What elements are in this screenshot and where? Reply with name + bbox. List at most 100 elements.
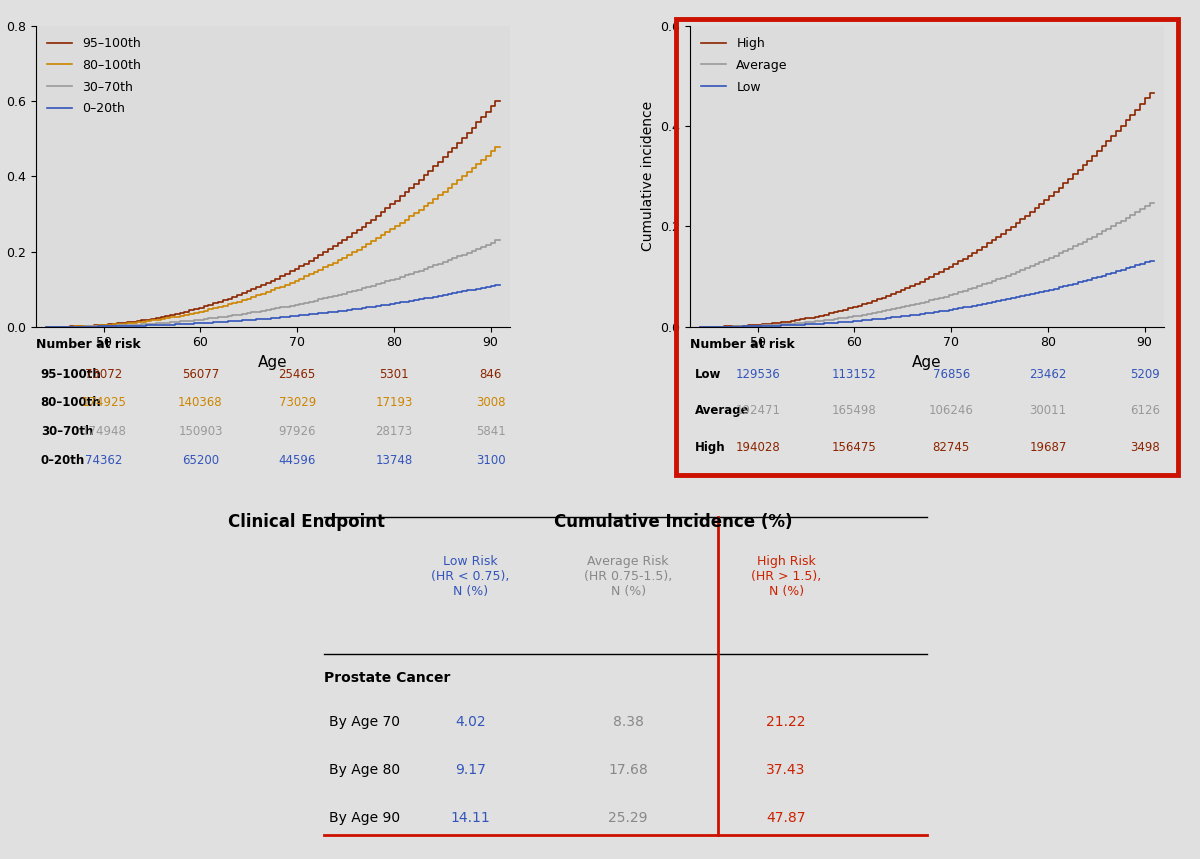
Text: 37.43: 37.43 bbox=[767, 763, 806, 777]
Text: 97926: 97926 bbox=[278, 425, 316, 438]
Text: 106246: 106246 bbox=[929, 405, 973, 417]
Text: 80–100th: 80–100th bbox=[41, 397, 101, 410]
Text: 65200: 65200 bbox=[182, 454, 218, 467]
80–100th bbox=[144, 315, 158, 326]
Text: 3100: 3100 bbox=[475, 454, 505, 467]
Average bbox=[899, 302, 913, 312]
Text: 21.22: 21.22 bbox=[767, 715, 806, 729]
0–20th bbox=[178, 319, 192, 329]
High bbox=[899, 283, 913, 293]
Low bbox=[832, 318, 846, 328]
Text: 23462: 23462 bbox=[1030, 368, 1067, 381]
30–70th bbox=[245, 308, 259, 318]
30–70th bbox=[38, 321, 53, 332]
Text: Average: Average bbox=[695, 405, 750, 417]
Low bbox=[923, 308, 937, 319]
Low bbox=[899, 311, 913, 321]
Text: 5841: 5841 bbox=[475, 425, 505, 438]
X-axis label: Age: Age bbox=[258, 355, 288, 370]
80–100th bbox=[493, 142, 508, 152]
0–20th bbox=[493, 279, 508, 289]
Text: 5301: 5301 bbox=[379, 368, 409, 381]
Text: Cumulative Incidence (%): Cumulative Incidence (%) bbox=[554, 514, 792, 532]
80–100th bbox=[86, 320, 101, 331]
Text: 3008: 3008 bbox=[476, 397, 505, 410]
0–20th bbox=[86, 321, 101, 332]
95–100th bbox=[178, 308, 192, 318]
80–100th bbox=[38, 321, 53, 332]
Text: 174948: 174948 bbox=[82, 425, 126, 438]
Text: 25.29: 25.29 bbox=[608, 811, 648, 825]
Text: 95–100th: 95–100th bbox=[41, 368, 102, 381]
High bbox=[798, 314, 812, 324]
High bbox=[1147, 88, 1162, 98]
Text: 47.87: 47.87 bbox=[767, 811, 806, 825]
Low bbox=[692, 321, 707, 332]
0–20th bbox=[245, 314, 259, 325]
Text: 8.38: 8.38 bbox=[613, 715, 643, 729]
Text: 30–70th: 30–70th bbox=[41, 425, 94, 438]
Text: 73072: 73072 bbox=[85, 368, 122, 381]
Low bbox=[798, 320, 812, 330]
Text: 73029: 73029 bbox=[278, 397, 316, 410]
High bbox=[692, 321, 707, 332]
Text: By Age 70: By Age 70 bbox=[329, 715, 401, 729]
Text: 3498: 3498 bbox=[1129, 441, 1159, 454]
Average bbox=[692, 321, 707, 332]
0–20th bbox=[38, 321, 53, 332]
0–20th bbox=[488, 279, 503, 289]
30–70th bbox=[144, 319, 158, 329]
Text: 174925: 174925 bbox=[82, 397, 126, 410]
Text: 44596: 44596 bbox=[278, 454, 316, 467]
30–70th bbox=[488, 235, 503, 246]
Text: 74362: 74362 bbox=[85, 454, 122, 467]
Low bbox=[740, 321, 755, 332]
95–100th bbox=[488, 96, 503, 107]
Text: 76856: 76856 bbox=[932, 368, 970, 381]
Text: 129536: 129536 bbox=[736, 368, 780, 381]
Text: 150903: 150903 bbox=[178, 425, 223, 438]
Legend: High, Average, Low: High, Average, Low bbox=[696, 32, 793, 99]
80–100th bbox=[245, 292, 259, 302]
Line: High: High bbox=[700, 93, 1154, 326]
Average bbox=[1142, 198, 1157, 209]
Text: 82745: 82745 bbox=[932, 441, 970, 454]
Text: Low: Low bbox=[695, 368, 721, 381]
Text: 6126: 6126 bbox=[1129, 405, 1159, 417]
80–100th bbox=[488, 142, 503, 152]
80–100th bbox=[268, 285, 282, 295]
Text: 194028: 194028 bbox=[736, 441, 780, 454]
Text: 0–20th: 0–20th bbox=[41, 454, 85, 467]
95–100th bbox=[86, 320, 101, 331]
High bbox=[1142, 88, 1157, 98]
X-axis label: Age: Age bbox=[912, 355, 942, 370]
30–70th bbox=[268, 304, 282, 314]
Text: 30011: 30011 bbox=[1030, 405, 1067, 417]
Text: 9.17: 9.17 bbox=[455, 763, 486, 777]
Text: Clinical Endpoint: Clinical Endpoint bbox=[228, 514, 385, 532]
0–20th bbox=[268, 313, 282, 323]
30–70th bbox=[178, 316, 192, 326]
Text: By Age 90: By Age 90 bbox=[329, 811, 401, 825]
Text: Average Risk
(HR 0.75-1.5),
N (%): Average Risk (HR 0.75-1.5), N (%) bbox=[584, 555, 672, 598]
Average bbox=[798, 317, 812, 327]
Low bbox=[1142, 255, 1157, 265]
Text: 846: 846 bbox=[480, 368, 502, 381]
Text: 28173: 28173 bbox=[376, 425, 413, 438]
Text: Number at risk: Number at risk bbox=[36, 338, 140, 350]
30–70th bbox=[493, 235, 508, 246]
Low bbox=[1147, 255, 1162, 265]
High bbox=[832, 308, 846, 318]
Y-axis label: Cumulative incidence: Cumulative incidence bbox=[641, 101, 655, 252]
30–70th bbox=[168, 317, 182, 327]
Text: High Risk
(HR > 1.5),
N (%): High Risk (HR > 1.5), N (%) bbox=[751, 555, 821, 598]
80–100th bbox=[178, 310, 192, 320]
Low bbox=[822, 318, 836, 328]
80–100th bbox=[168, 311, 182, 321]
Text: High: High bbox=[695, 441, 726, 454]
Text: Prostate Cancer: Prostate Cancer bbox=[324, 671, 450, 685]
Average bbox=[822, 314, 836, 325]
0–20th bbox=[144, 320, 158, 331]
Text: 156475: 156475 bbox=[832, 441, 877, 454]
High bbox=[822, 308, 836, 319]
